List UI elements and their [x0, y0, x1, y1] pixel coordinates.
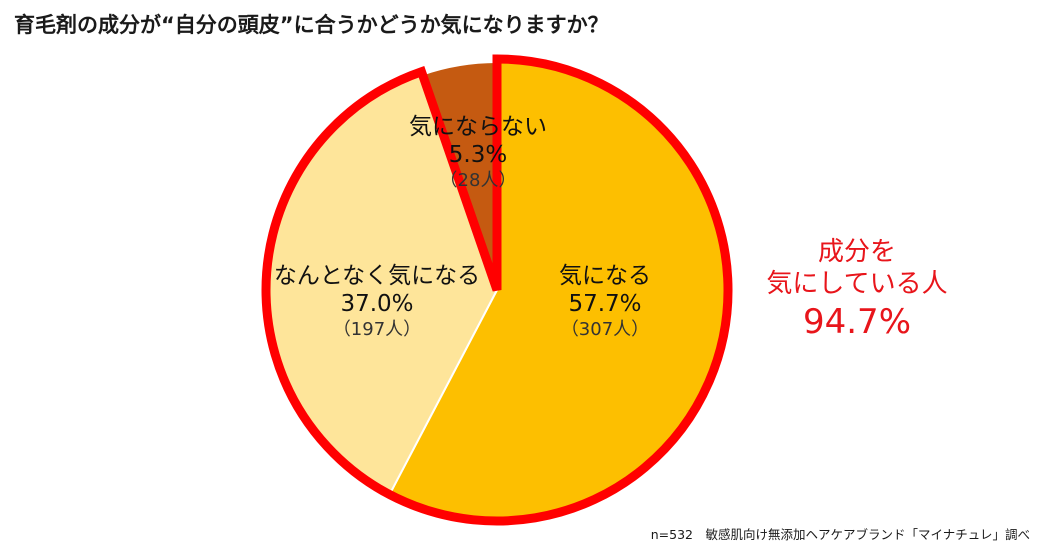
slice-count: （307人）	[560, 319, 650, 340]
slice-percent: 5.3%	[448, 142, 508, 168]
slice-name: 気にならない	[409, 114, 547, 140]
slice-percent: 57.7%	[568, 291, 642, 317]
callout-line-1: 成分を	[817, 237, 896, 267]
highlight-outline	[261, 54, 733, 526]
slice-count: （28人）	[439, 170, 517, 191]
source-note: n=532 敏感肌向け無添加ヘアケアブランド「マイナチュレ」調べ	[650, 527, 1030, 542]
slice-count: （197人）	[332, 319, 422, 340]
slice-percent: 37.0%	[340, 291, 414, 317]
callout-value: 94.7%	[802, 302, 911, 342]
slice-label-nantonaku: なんとなく気になる 37.0% （197人）	[262, 262, 492, 342]
total-callout: 成分を 気にしている人 94.7%	[742, 236, 972, 344]
slice-name: 気になる	[559, 263, 651, 289]
slice-label-kininaranai: 気にならない 5.3% （28人）	[388, 113, 568, 193]
slice-label-kininaru: 気になる 57.7% （307人）	[510, 262, 700, 342]
callout-line-2: 気にしている人	[766, 269, 948, 299]
chart-title: 育毛剤の成分が“自分の頭皮”に合うかどうか気になりますか？	[14, 13, 609, 37]
slice-name: なんとなく気になる	[273, 263, 481, 289]
